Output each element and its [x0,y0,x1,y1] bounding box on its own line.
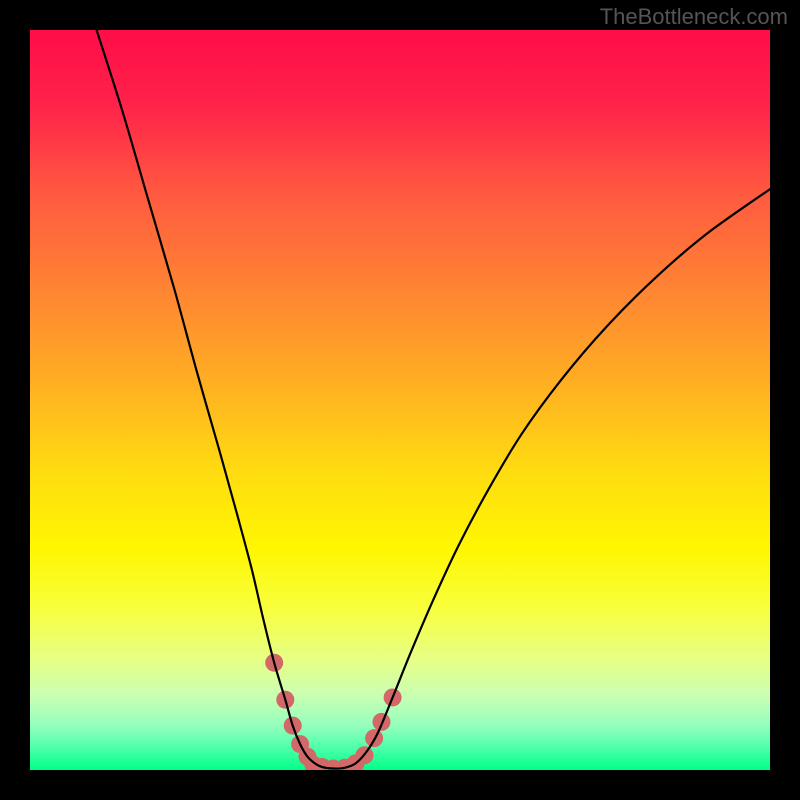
bottleneck-chart [0,0,800,800]
watermark-text: TheBottleneck.com [600,4,788,30]
chart-container: TheBottleneck.com [0,0,800,800]
